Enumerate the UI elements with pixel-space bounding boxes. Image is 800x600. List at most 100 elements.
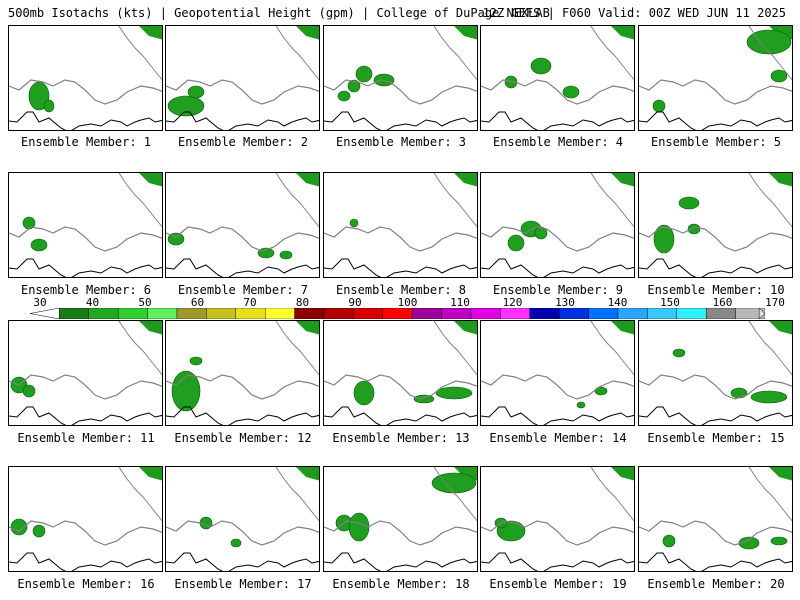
colorbar-tick-label: 140 bbox=[607, 296, 628, 309]
isotach-contour-fill bbox=[530, 57, 552, 75]
ensemble-member-label: Ensemble Member: 3 bbox=[335, 135, 467, 149]
ensemble-member-label: Ensemble Member: 11 bbox=[17, 431, 155, 445]
ensemble-map-panel bbox=[323, 25, 478, 131]
colorbar-swatch bbox=[382, 308, 413, 319]
isotach-contour-fill bbox=[43, 99, 55, 113]
ensemble-member-label: Ensemble Member: 13 bbox=[332, 431, 470, 445]
ensemble-member-label: Ensemble Member: 2 bbox=[177, 135, 309, 149]
colorbar-tick-label: 130 bbox=[555, 296, 575, 309]
isotach-contour-fill bbox=[353, 380, 375, 406]
colorbar-tick-label: 30 bbox=[33, 296, 47, 309]
colorbar-tick-label: 40 bbox=[85, 296, 100, 309]
isotach-contour-fill bbox=[413, 394, 435, 404]
jet-streak-fill bbox=[454, 321, 477, 335]
ensemble-member-label: Ensemble Member: 14 bbox=[489, 431, 627, 445]
isotach-contour-fill bbox=[187, 85, 205, 99]
geopotential-height-contour bbox=[481, 226, 634, 252]
colorbar-swatch bbox=[647, 308, 678, 319]
colorbar-arrow-left bbox=[30, 308, 60, 319]
jet-streak-fill bbox=[139, 173, 162, 187]
geopotential-height-contour bbox=[118, 467, 162, 522]
jet-streak-fill bbox=[139, 26, 162, 40]
colorbar-swatch bbox=[323, 308, 354, 319]
ensemble-member-label: Ensemble Member: 9 bbox=[492, 283, 624, 297]
coastline bbox=[166, 552, 319, 571]
jet-streak-fill bbox=[139, 321, 162, 335]
geopotential-height-contour bbox=[433, 26, 477, 81]
colorbar-tick-labels: 30 40 50 60 70 80 90 100 110 120 130 140 150 160 170 bbox=[0, 296, 800, 309]
map-canvas bbox=[481, 321, 634, 425]
coastline bbox=[639, 111, 792, 130]
jet-streak-fill bbox=[296, 173, 319, 187]
isotach-contour-fill bbox=[770, 69, 788, 83]
geopotential-height-contour bbox=[118, 321, 162, 376]
isotach-contour-fill bbox=[171, 370, 201, 412]
run-valid-time: 12Z GEFS | F060 Valid: 00Z WED JUN 11 20… bbox=[482, 6, 786, 20]
coastline bbox=[324, 406, 477, 425]
isotach-contour-fill bbox=[653, 224, 675, 254]
geopotential-height-contour bbox=[433, 173, 477, 228]
geopotential-height-contour bbox=[275, 467, 319, 522]
geopotential-height-contour bbox=[639, 79, 792, 105]
isotach-contour-fill bbox=[32, 524, 46, 538]
colorbar-swatch bbox=[500, 308, 530, 319]
map-canvas bbox=[9, 321, 162, 425]
coastline bbox=[9, 258, 162, 277]
coastline bbox=[639, 406, 792, 425]
colorbar-tick-label: 150 bbox=[660, 296, 680, 309]
ensemble-map-panel bbox=[638, 320, 793, 426]
ensemble-map-panel bbox=[8, 320, 163, 426]
geopotential-height-contour bbox=[324, 79, 477, 105]
colorbar-swatch bbox=[559, 308, 589, 319]
colorbar-swatch bbox=[88, 308, 119, 319]
colorbar-swatch bbox=[235, 308, 266, 319]
colorbar-tick-label: 120 bbox=[502, 296, 523, 309]
map-canvas bbox=[166, 467, 319, 571]
colorbar-swatch bbox=[676, 308, 707, 319]
geopotential-height-contour bbox=[433, 467, 477, 522]
map-canvas bbox=[639, 26, 792, 130]
map-canvas bbox=[639, 321, 792, 425]
ensemble-member-label: Ensemble Member: 17 bbox=[174, 577, 312, 591]
ensemble-map-panel bbox=[638, 25, 793, 131]
ensemble-member-label: Ensemble Member: 16 bbox=[17, 577, 155, 591]
jet-streak-fill bbox=[454, 26, 477, 40]
colorbar-swatch bbox=[588, 308, 619, 319]
isotach-contour-fill bbox=[348, 512, 370, 542]
colorbar-swatch bbox=[441, 308, 472, 319]
coastline bbox=[166, 111, 319, 130]
coastline bbox=[639, 552, 792, 571]
geopotential-height-contour bbox=[166, 79, 319, 105]
geopotential-height-contour bbox=[275, 26, 319, 81]
isotach-contour-fill bbox=[746, 29, 792, 55]
ensemble-map-panel bbox=[480, 320, 635, 426]
coastline bbox=[9, 552, 162, 571]
jet-streak-fill bbox=[611, 321, 634, 335]
jet-streak-fill bbox=[611, 173, 634, 187]
geopotential-height-contour bbox=[9, 79, 162, 105]
jet-streak-fill bbox=[769, 321, 792, 335]
geopotential-height-contour bbox=[275, 321, 319, 376]
isotach-contour-fill bbox=[431, 472, 477, 494]
isotach-contour-fill bbox=[507, 234, 525, 252]
colorbar-swatch bbox=[529, 308, 560, 319]
isotach-contour-fill bbox=[576, 401, 586, 409]
ensemble-map-panel bbox=[480, 466, 635, 572]
isotach-contour-fill bbox=[750, 390, 788, 404]
isotach-contour-fill bbox=[594, 386, 608, 396]
isotach-contour-fill bbox=[337, 90, 351, 102]
map-canvas bbox=[166, 26, 319, 130]
ensemble-map-panel bbox=[165, 172, 320, 278]
geopotential-height-contour bbox=[9, 520, 162, 546]
ensemble-member-label: Ensemble Member: 12 bbox=[174, 431, 312, 445]
geopotential-height-contour bbox=[324, 520, 477, 546]
coastline bbox=[481, 258, 634, 277]
coastline bbox=[324, 552, 477, 571]
jet-streak-fill bbox=[454, 173, 477, 187]
colorbar-tick-label: 50 bbox=[138, 296, 152, 309]
isotach-contour-fill bbox=[349, 218, 359, 228]
colorbar-tick-label: 80 bbox=[295, 296, 310, 309]
geopotential-height-contour bbox=[275, 173, 319, 228]
geopotential-height-contour bbox=[639, 374, 792, 400]
ensemble-member-label: Ensemble Member: 18 bbox=[332, 577, 470, 591]
